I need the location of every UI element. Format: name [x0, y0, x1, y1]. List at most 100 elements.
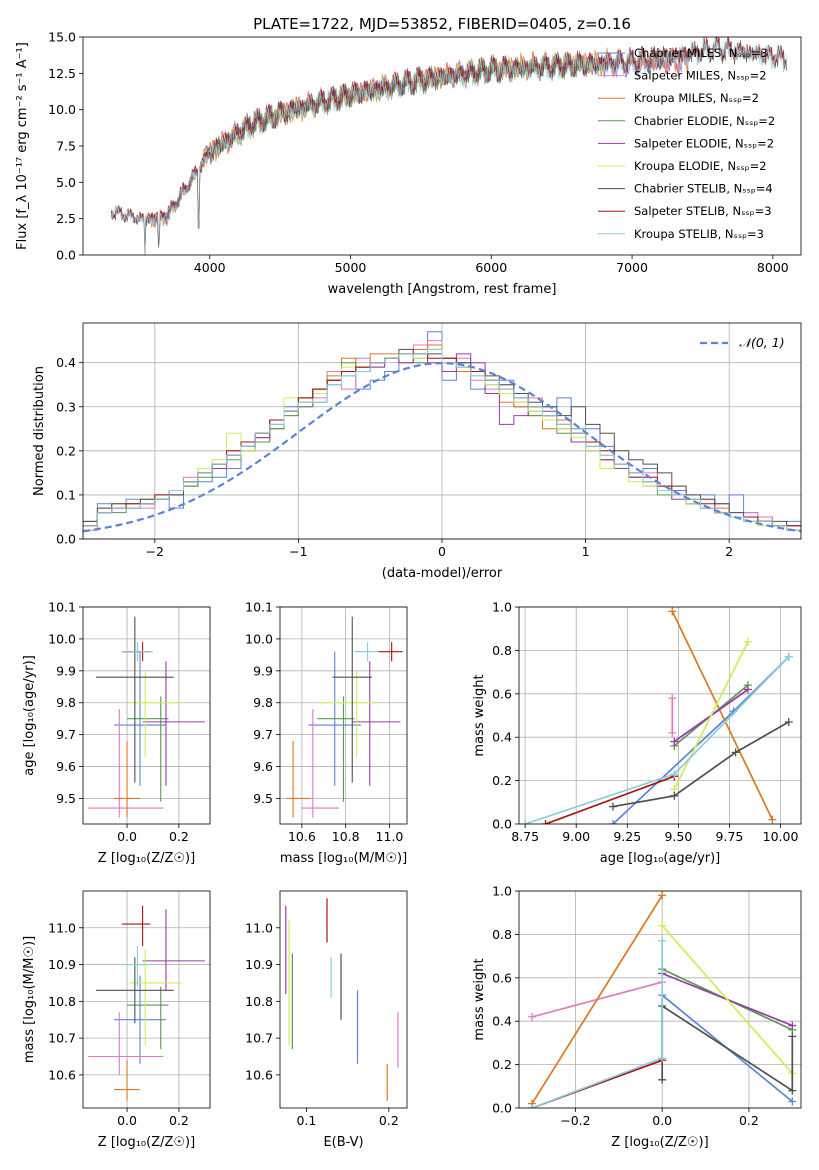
spectrum-series-line: [110, 37, 788, 255]
weight-vs-Z-point-marker: [528, 1012, 537, 1021]
weight-vs-Z-ytick-label: 0.2: [492, 1057, 512, 1072]
weight-vs-age-point-marker: [743, 685, 752, 694]
weight-vs-Z-ytick-label: 0.6: [492, 970, 512, 985]
weight-vs-age-point-marker: [743, 637, 752, 646]
weight-vs-Z-series-line: [531, 894, 663, 1105]
weight-vs-age-xtick-label: 9.50: [664, 829, 692, 844]
spectrum-ytick-label: 15.0: [48, 30, 76, 45]
age-vs-mass-xtick-label: 10.6: [288, 829, 316, 844]
spectrum-xtick-label: 5000: [335, 260, 367, 275]
residuals-xtick-label: −1: [289, 544, 307, 559]
figure-title: PLATE=1722, MJD=53852, FIBERID=0405, z=0…: [253, 15, 631, 33]
age-vs-mass-xtick-label: 10.8: [332, 829, 360, 844]
weight-vs-age-ytick-label: 0.0: [492, 817, 512, 832]
residuals-xtick-label: 1: [582, 544, 590, 559]
mass-vs-ebv-xtick-label: 0.2: [379, 1113, 399, 1128]
age-vs-mass-ytick-label: 9.5: [253, 791, 273, 806]
mass-vs-ebv-ytick-label: 10.7: [245, 1031, 273, 1046]
weight-vs-Z-ytick-label: 0.0: [492, 1101, 512, 1116]
weight-vs-Z-point-marker: [658, 921, 667, 930]
spectrum-xtick-label: 8000: [757, 260, 789, 275]
spectrum-legend-label: Kroupa ELODIE, Nₛₛₚ=2: [634, 159, 767, 173]
spectrum-ytick-label: 0.0: [56, 248, 76, 263]
age-vs-mass-panel: 10.6 10.8 11.0 9.5 9.6 9.7 9.8 9.9 10.0 10.1 mass …: [245, 600, 408, 866]
weight-vs-Z-xtick-label: 0.0: [652, 1113, 672, 1128]
weight-vs-age-point-marker: [609, 802, 617, 811]
mass-vs-ebv-xlabel: E(B-V): [323, 1135, 363, 1150]
age-vs-Z-ytick-label: 9.7: [56, 727, 76, 742]
spectrum-frame: [82, 36, 802, 256]
weight-vs-Z-point-marker: [658, 1054, 667, 1063]
residuals-normal-curve: [83, 361, 801, 533]
spectrum-ytick-label: 12.5: [48, 66, 76, 81]
spectrum-legend-label: Chabrier ELODIE, Nₛₛₚ=2: [634, 114, 775, 128]
spectrum-xtick-label: 6000: [475, 260, 507, 275]
spectrum-ytick-label: 2.5: [56, 211, 76, 226]
age-vs-mass-ytick-label: 9.6: [253, 759, 273, 774]
weight-vs-age-point-marker: [670, 770, 679, 779]
age-vs-mass-ytick-label: 10.1: [245, 600, 273, 615]
weight-vs-Z-plot-area: [528, 891, 797, 1108]
residuals-ytick-label: 0.1: [56, 487, 76, 502]
mass-vs-Z-ytick-label: 10.6: [48, 1067, 76, 1082]
residuals-xlabel: (data-model)/error: [382, 566, 503, 581]
weight-vs-age-xtick-label: 9.25: [613, 829, 641, 844]
mass-vs-Z-plot-area: [88, 905, 205, 1101]
mass-vs-Z-ytick-label: 10.8: [48, 994, 76, 1009]
weight-vs-Z-xtick-label: −0.2: [560, 1113, 590, 1128]
age-vs-Z-frame: [82, 606, 211, 825]
weight-vs-age-xtick-label: 9.00: [562, 829, 590, 844]
mass-vs-Z-ylabel: mass [log₁₀(M/M☉)]: [22, 936, 37, 1063]
weight-vs-Z-point-marker: [788, 1032, 797, 1041]
age-vs-Z-ytick-label: 9.5: [56, 791, 76, 806]
spectrum-xlabel: wavelength [Angstrom, rest frame]: [328, 282, 557, 297]
mass-vs-Z-xtick-label: 0.0: [117, 1113, 137, 1128]
age-vs-Z-ylabel: age [log₁₀(age/yr)]: [22, 655, 37, 776]
weight-vs-age-point-marker: [668, 694, 677, 703]
spectrum-ytick-label: 7.5: [56, 139, 76, 154]
weight-vs-age-ytick-label: 0.6: [492, 686, 512, 701]
age-vs-Z-ytick-label: 9.9: [56, 663, 76, 678]
weight-vs-Z-point-marker: [788, 1097, 797, 1106]
age-vs-mass-plot-area: [286, 616, 403, 818]
age-vs-mass-ytick-label: 9.7: [253, 727, 273, 742]
weight-vs-Z-point-marker: [658, 1075, 667, 1084]
residuals-ytick-label: 0.2: [56, 443, 76, 458]
residuals-ytick-label: 0.0: [56, 532, 76, 547]
weight-vs-age-point-marker: [541, 820, 550, 824]
age-vs-Z-xtick-label: 0.0: [117, 829, 137, 844]
age-vs-Z-ytick-label: 9.6: [56, 759, 76, 774]
mass-vs-Z-frame: [82, 890, 211, 1109]
weight-vs-Z-xlabel: Z [log₁₀(Z/Z☉)]: [611, 1135, 708, 1150]
weight-vs-age-ylabel: mass weight: [472, 674, 487, 756]
weight-vs-age-xtick-label: 8.75: [511, 829, 539, 844]
mass-vs-Z-xtick-label: 0.2: [169, 1113, 189, 1128]
weight-vs-Z-point-marker: [528, 1104, 537, 1108]
weight-vs-Z-point-marker: [788, 1021, 797, 1030]
mass-vs-Z-ytick-label: 11.0: [48, 920, 76, 935]
mass-vs-ebv-ytick-label: 10.8: [245, 994, 273, 1009]
spectrum-legend-label: Salpeter ELODIE, Nₛₛₚ=2: [634, 136, 774, 150]
age-vs-mass-xlabel: mass [log₁₀(M/M☉)]: [280, 851, 407, 866]
spectrum-xtick-label: 7000: [616, 260, 648, 275]
spectrum-legend-label: Salpeter STELIB, Nₛₛₚ=3: [634, 204, 772, 218]
spectrum-legend-label: Kroupa STELIB, Nₛₛₚ=3: [634, 227, 764, 241]
weight-vs-age-ytick-label: 1.0: [492, 600, 512, 615]
spectrum-legend-label: Chabrier STELIB, Nₛₛₚ=4: [634, 182, 773, 196]
age-vs-Z-ytick-label: 10.1: [48, 600, 76, 615]
weight-vs-Z-xtick-label: 0.2: [739, 1113, 759, 1128]
spectrum-ylabel: Flux [f_λ 10⁻¹⁷ erg cm⁻² s⁻¹ A⁻¹]: [15, 42, 30, 250]
age-vs-mass-ytick-label: 9.8: [253, 695, 273, 710]
mass-vs-Z-ytick-label: 10.7: [48, 1031, 76, 1046]
weight-vs-age-panel: 8.75 9.00 9.25 9.50 9.75 10.00 0.0 0.2 0.4 0.6 0.8…: [472, 600, 802, 866]
weight-vs-Z-ytick-label: 0.4: [492, 1014, 512, 1029]
weight-vs-age-series-line: [612, 721, 790, 808]
weight-vs-Z-panel: −0.2 0.0 0.2 0.0 0.2 0.4 0.6 0.8 1.0 Z [log₁₀(Z/Z…: [472, 884, 802, 1150]
mass-vs-ebv-xtick-label: 0.1: [296, 1113, 316, 1128]
residuals-frame: [82, 322, 802, 540]
weight-vs-age-point-marker: [670, 737, 679, 746]
residuals-ytick-label: 0.4: [56, 355, 76, 370]
age-vs-Z-xtick-label: 0.2: [169, 829, 189, 844]
mass-vs-ebv-ytick-label: 10.6: [245, 1067, 273, 1082]
